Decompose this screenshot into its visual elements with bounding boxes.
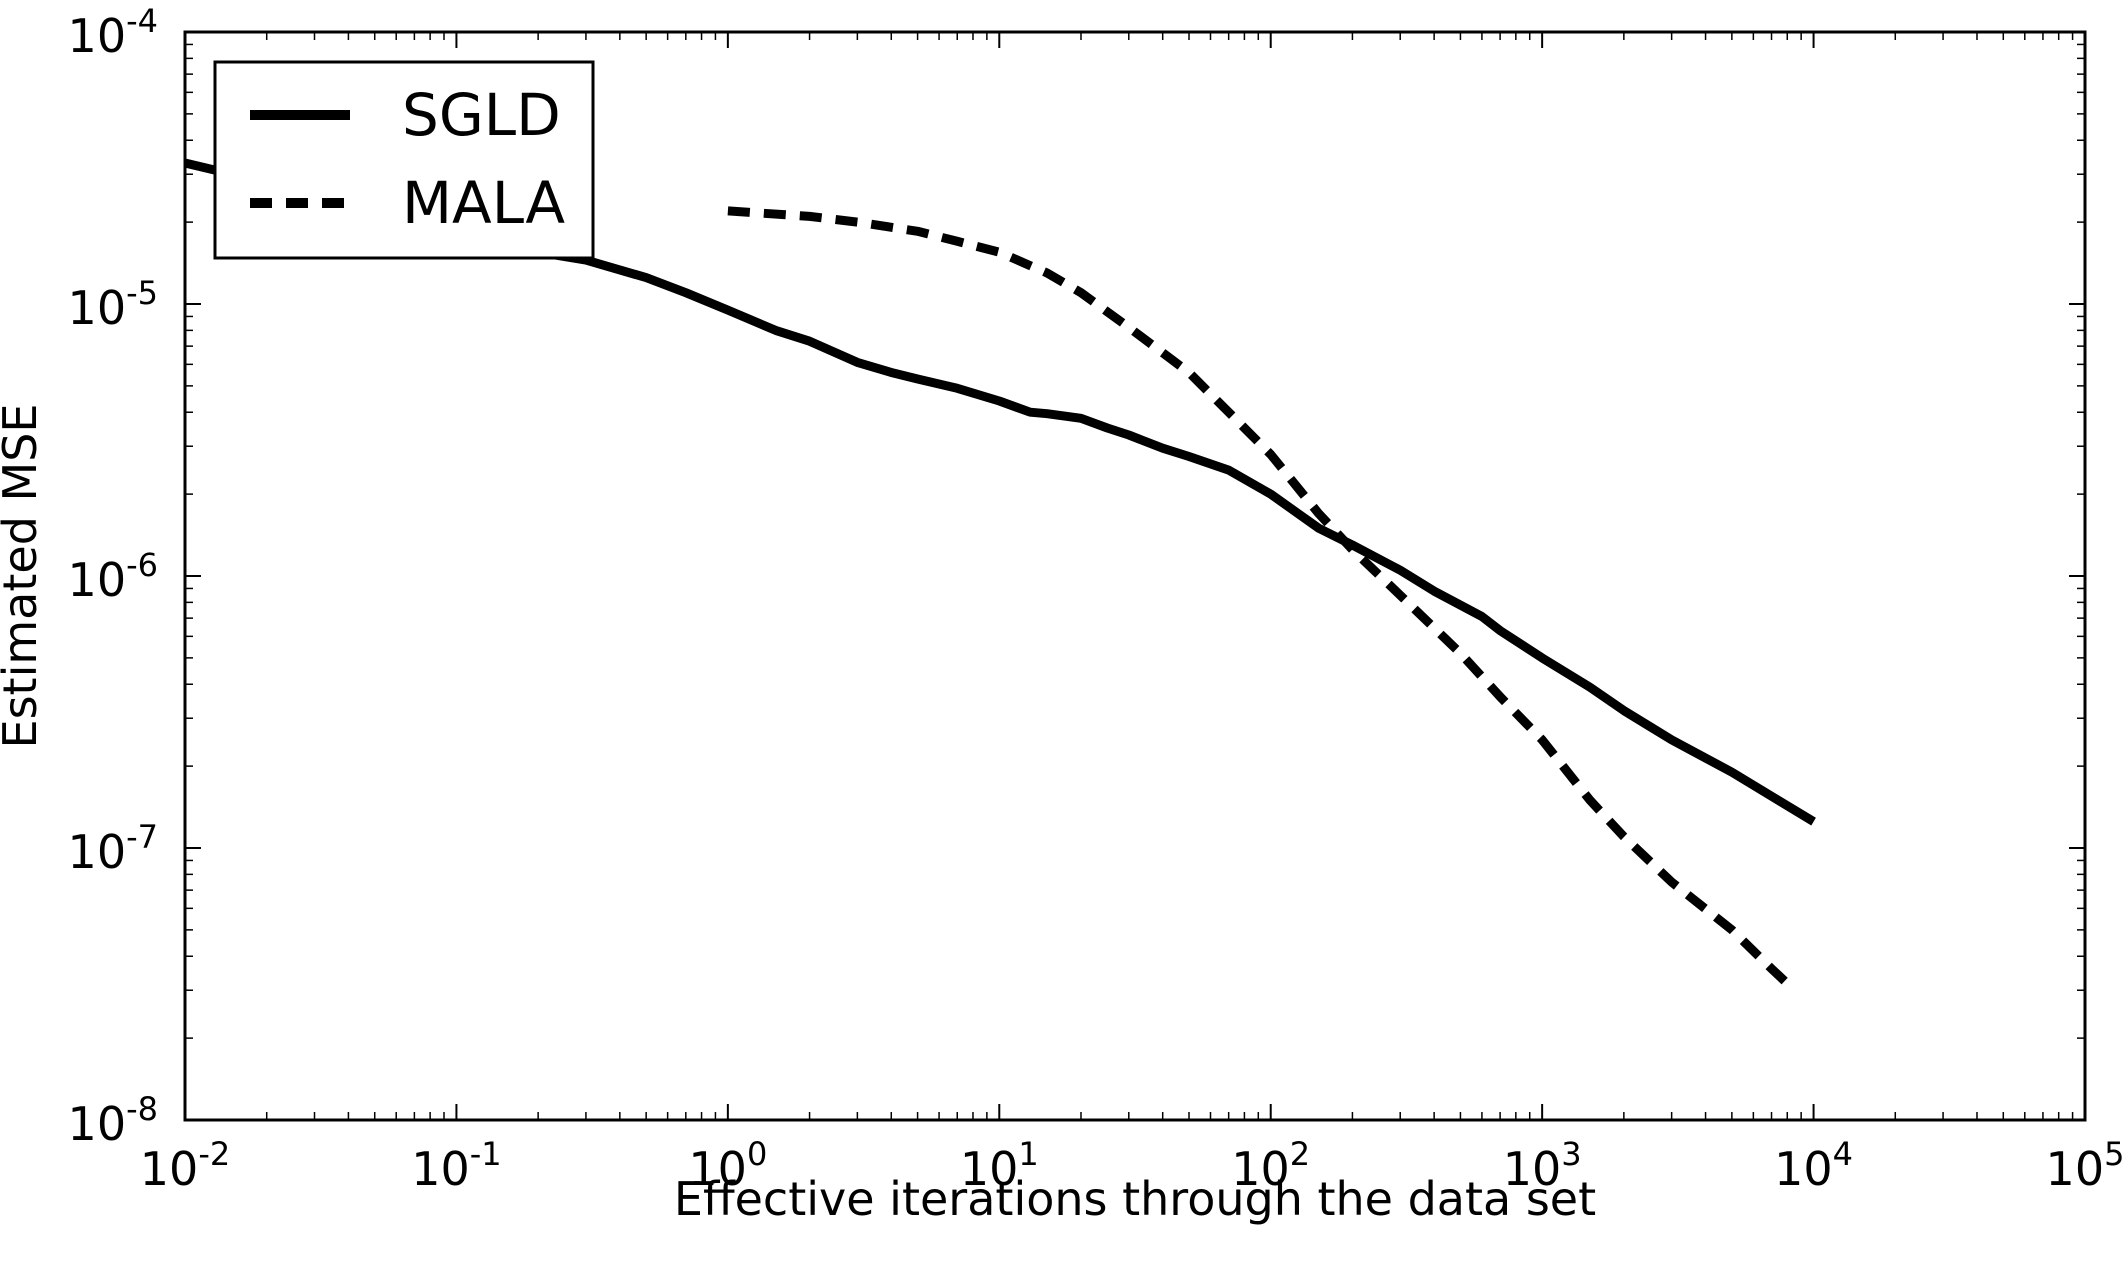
x-tick-label-exp: -2 bbox=[198, 1135, 230, 1173]
y-tick-label: 10-8 bbox=[68, 1090, 158, 1151]
x-tick-label-base: 10 bbox=[2046, 1142, 2105, 1196]
y-tick-label-base: 10 bbox=[68, 9, 127, 63]
plot-frame bbox=[183, 30, 2087, 1122]
legend: SGLD MALA bbox=[213, 60, 595, 260]
y-tick-label-base: 10 bbox=[68, 553, 127, 607]
x-tick-label-exp: 3 bbox=[1561, 1135, 1581, 1173]
series-line-sgld bbox=[183, 158, 1816, 826]
legend-box bbox=[213, 60, 595, 260]
x-tick-label-base: 10 bbox=[411, 1142, 470, 1196]
x-tick-label-base: 10 bbox=[1231, 1142, 1290, 1196]
x-tick-label: 10-1 bbox=[411, 1135, 501, 1196]
legend-label-sgld: SGLD bbox=[402, 81, 561, 149]
series-line-mala bbox=[727, 206, 1798, 994]
x-tick-label: 103 bbox=[1503, 1135, 1582, 1196]
x-tick-label-exp: 0 bbox=[747, 1135, 767, 1173]
y-tick-label-exp: -8 bbox=[126, 1090, 158, 1128]
series-layer bbox=[183, 158, 1816, 994]
y-tick-label: 10-7 bbox=[68, 818, 158, 879]
x-tick-label: 101 bbox=[960, 1135, 1039, 1196]
x-tick-label: 104 bbox=[1774, 1135, 1853, 1196]
x-tick-label: 102 bbox=[1231, 1135, 1310, 1196]
y-tick-label: 10-4 bbox=[68, 2, 158, 63]
x-tick-label-exp: 1 bbox=[1018, 1135, 1038, 1173]
tick-label-layer: 10-2 10-1 100 101 102 103 104 10510-810-710-610… bbox=[68, 2, 2125, 1196]
x-tick-label: 105 bbox=[2046, 1135, 2125, 1196]
x-tick-label-base: 10 bbox=[1503, 1142, 1562, 1196]
y-tick-label-exp: -7 bbox=[126, 818, 158, 856]
x-tick-label-exp: 2 bbox=[1290, 1135, 1310, 1173]
x-tick-label-base: 10 bbox=[140, 1142, 199, 1196]
legend-label-mala: MALA bbox=[402, 169, 565, 237]
y-tick-label-exp: -6 bbox=[126, 546, 158, 584]
y-tick-label-exp: -4 bbox=[126, 2, 158, 40]
x-tick-label: 100 bbox=[688, 1135, 767, 1196]
x-tick-label-exp: 5 bbox=[2104, 1135, 2124, 1173]
y-tick-label: 10-6 bbox=[68, 546, 158, 607]
y-axis-label: Estimated MSE bbox=[0, 404, 47, 749]
x-tick-label-base: 10 bbox=[1774, 1142, 1833, 1196]
y-tick-label-exp: -5 bbox=[126, 274, 158, 312]
y-tick-label: 10-5 bbox=[68, 274, 158, 335]
x-tick-label-base: 10 bbox=[688, 1142, 747, 1196]
y-tick-label-base: 10 bbox=[68, 281, 127, 335]
x-tick-label-exp: 4 bbox=[1833, 1135, 1853, 1173]
x-tick-label: 10-2 bbox=[140, 1135, 230, 1196]
y-tick-label-base: 10 bbox=[68, 1097, 127, 1151]
x-tick-label-base: 10 bbox=[960, 1142, 1019, 1196]
y-tick-label-base: 10 bbox=[68, 825, 127, 879]
x-tick-label-exp: -1 bbox=[470, 1135, 502, 1173]
x-axis-label: Effective iterations through the data se… bbox=[674, 1172, 1596, 1226]
